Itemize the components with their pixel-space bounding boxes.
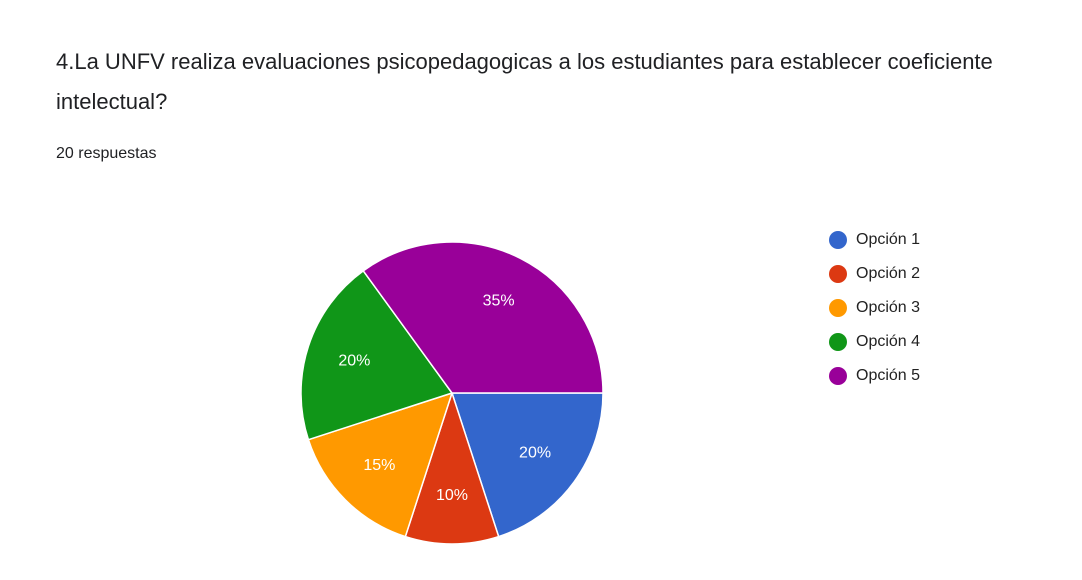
chart-subtitle: 20 respuestas [56,145,157,162]
pie-slice [404,390,500,545]
legend-swatch [829,265,847,283]
slice-label: 35% [483,293,515,310]
legend-label: Opción 4 [856,333,920,350]
pie-slice [300,269,454,441]
slice-label: 15% [363,457,395,474]
slice-label: 20% [338,352,370,369]
pie-slice [362,241,604,394]
pie-slice [450,392,604,538]
legend-label: Opción 5 [856,367,920,384]
legend-swatch [829,367,847,385]
legend-swatch [829,299,847,317]
pie-slice [307,391,454,538]
slice-label: 10% [436,487,468,504]
legend-label: Opción 2 [856,265,920,282]
legend-label: Opción 1 [856,231,920,248]
legend-swatch [829,333,847,351]
slice-label: 20% [519,445,551,462]
legend-label: Opción 3 [856,299,920,316]
legend-swatch [829,231,847,249]
chart-title: 4.La UNFV realiza evaluaciones psicopeda… [56,49,993,114]
